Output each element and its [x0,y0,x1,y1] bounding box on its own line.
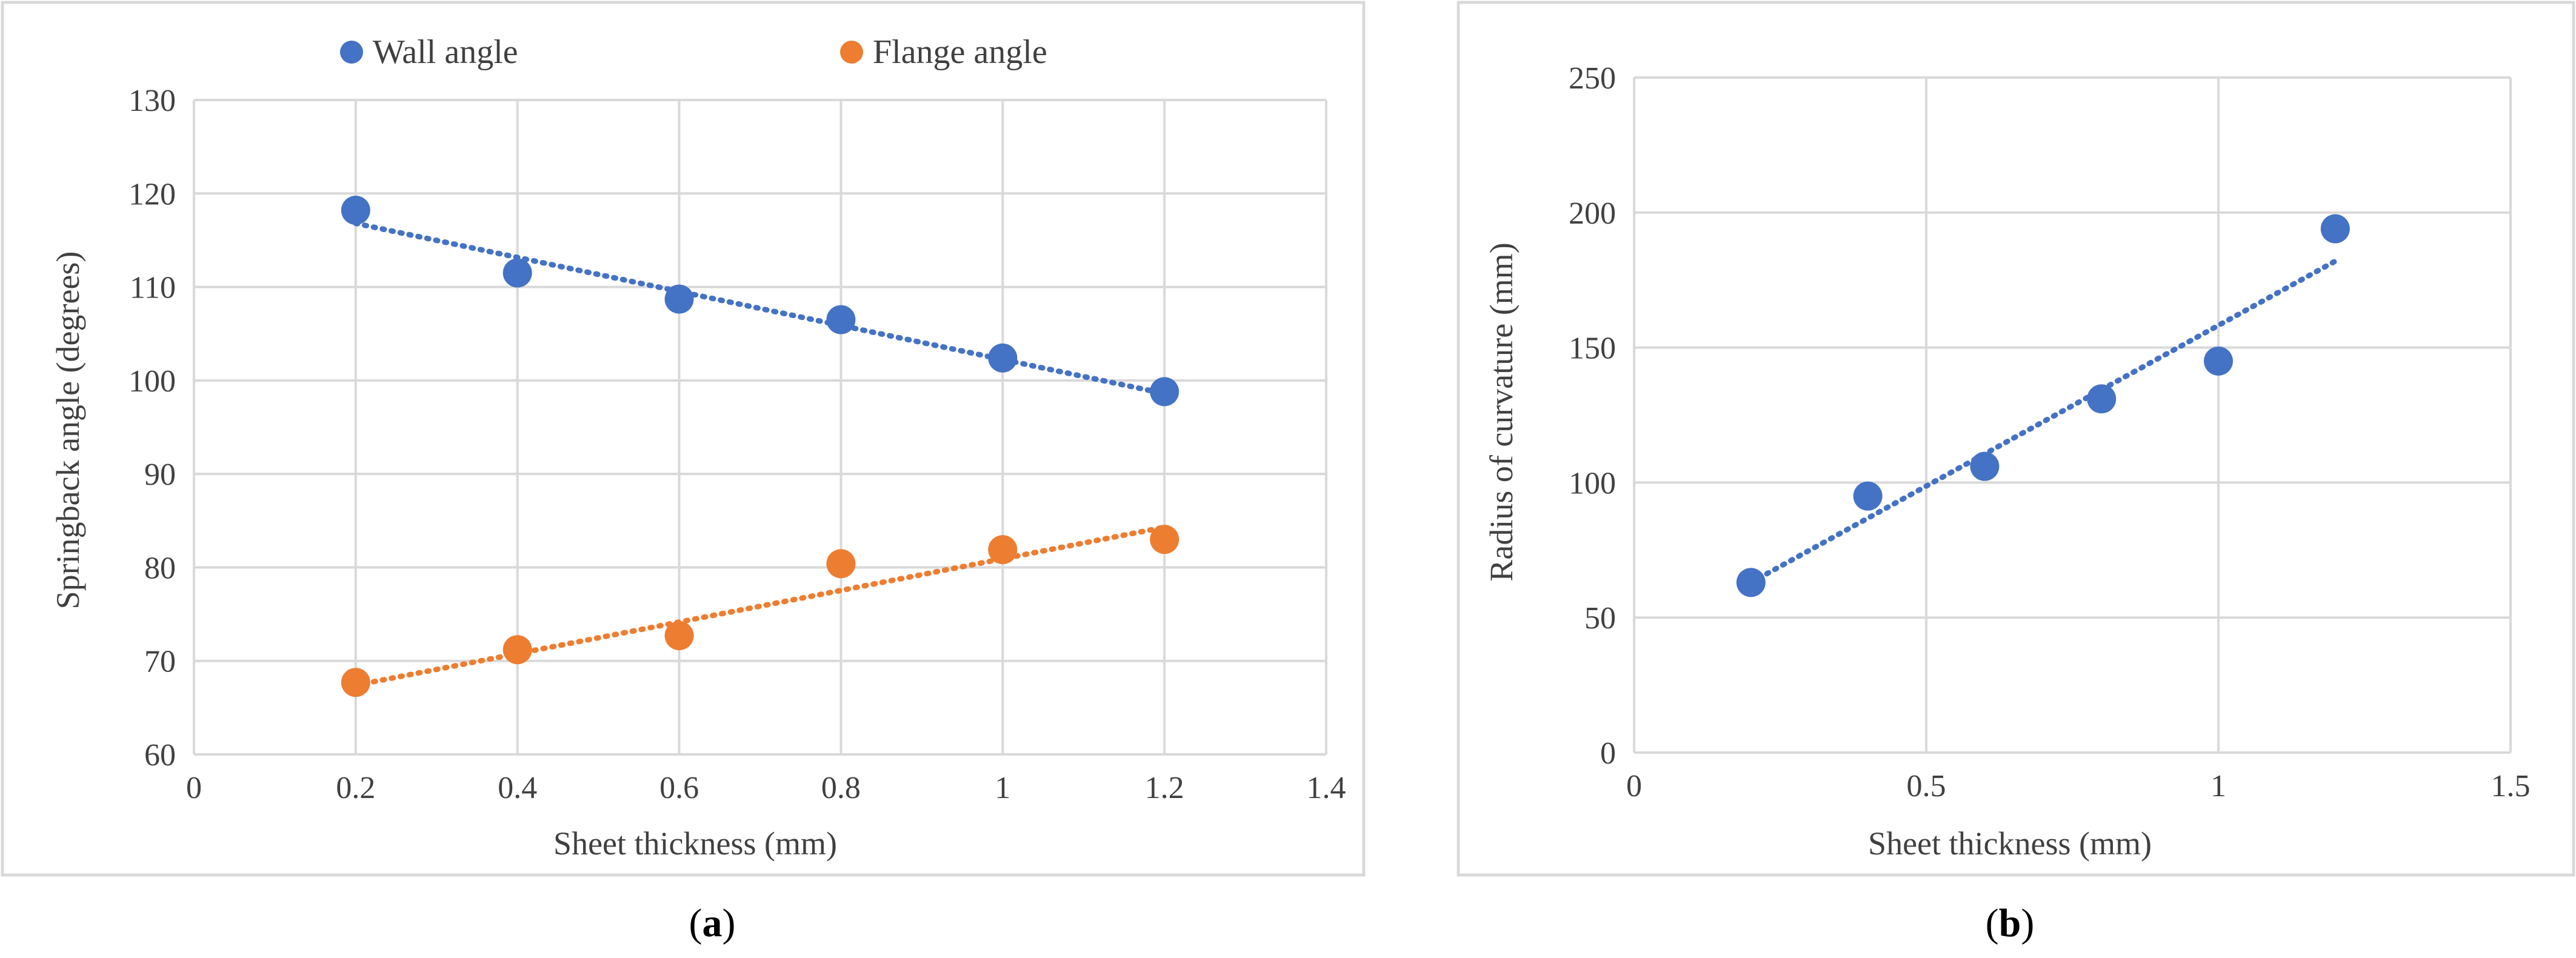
trendline-radius-of-curvature [1748,258,2338,585]
data-point-flange-angle[interactable] [502,635,532,665]
data-point-wall-angle[interactable] [1150,377,1180,407]
chart-a-gridlines [193,99,1327,756]
chart-a-y-tick-label: 110 [130,271,176,305]
chart-a-x-tick-label: 1 [995,771,1010,805]
data-point-wall-angle[interactable] [988,343,1018,373]
data-point-wall-angle[interactable] [826,305,856,334]
chart-a-x-tick-label: 0.8 [821,771,861,805]
data-point-radius-of-curvature[interactable] [2320,214,2350,244]
chart-b-x-axis-title: Sheet thickness (mm) [1868,825,2152,862]
chart-b-points [1736,214,2350,597]
data-point-wall-angle[interactable] [341,196,370,225]
data-point-flange-angle[interactable] [988,535,1018,565]
data-point-flange-angle[interactable] [664,621,694,651]
data-point-radius-of-curvature[interactable] [2087,384,2117,414]
chart-a-y-tick-label: 70 [144,645,176,679]
chart-b-x-tick-label: 1.5 [2491,769,2531,803]
panel-a-chart: 60 70 80 90 100 110 120 130 0 0.2 0.4 0.6 0.8 1 1.2 1.… [1,1,1366,877]
chart-a-x-tick-label: 1.2 [1145,771,1184,805]
legend-label-wall-angle: Wall angle [373,33,518,71]
legend-label-flange-angle: Flange angle [873,33,1047,71]
chart-a-y-tick-label: 120 [128,177,176,211]
data-point-radius-of-curvature[interactable] [1853,481,1883,511]
chart-a-points [341,196,1180,697]
chart-a-x-tick-label: 0.4 [498,771,537,805]
chart-a-trendlines [353,221,1167,688]
chart-a-x-tick-label: 0.2 [336,771,375,805]
data-point-flange-angle[interactable] [826,549,856,579]
chart-b-x-tick-label: 0 [1626,769,1642,803]
chart-a-y-tick-label: 100 [128,364,176,399]
chart-b-y-axis-title: Radius of curvature (mm) [1483,242,1520,581]
chart-a-y-tick-labels: 60 70 80 90 100 110 120 130 [128,84,176,773]
chart-b-y-tick-label: 250 [1569,61,1616,96]
chart-a-x-tick-label: 1.4 [1307,771,1346,805]
chart-a-y-tick-label: 60 [144,738,176,773]
panel-b-chart: 0 50 100 150 200 250 0 0.5 1 1.5 Sheet thickness… [1457,1,2575,877]
data-point-wall-angle[interactable] [502,258,532,288]
trendline-flange-angle [353,524,1167,688]
chart-a-y-tick-label: 130 [128,84,176,118]
chart-b-y-tick-label: 150 [1569,331,1616,366]
chart-b-x-tick-labels: 0 0.5 1 1.5 [1626,769,2531,803]
chart-a-legend[interactable]: Wall angle Flange angle [340,33,1047,71]
chart-b-y-tick-label: 0 [1600,736,1616,771]
chart-a-y-tick-label: 80 [144,551,176,585]
chart-a-y-axis-title: Springback angle (degrees) [50,251,86,610]
chart-b-trendlines [1748,258,2338,585]
chart-a-y-tick-label: 90 [144,457,176,492]
chart-a-x-tick-labels: 0 0.2 0.4 0.6 0.8 1 1.2 1.4 [186,771,1346,805]
legend-item-flange-angle[interactable]: Flange angle [840,33,1047,71]
data-point-wall-angle[interactable] [664,284,694,314]
trendline-wall-angle [353,221,1167,396]
legend-marker-wall-angle [340,41,363,64]
legend-marker-flange-angle [840,41,863,64]
data-point-radius-of-curvature[interactable] [1970,451,2000,481]
data-point-flange-angle[interactable] [341,668,370,697]
chart-b-y-tick-labels: 0 50 100 150 200 250 [1569,61,1616,771]
chart-a-x-tick-label: 0 [186,771,202,805]
chart-a-x-tick-label: 0.6 [659,771,699,805]
legend-item-wall-angle[interactable]: Wall angle [340,33,518,71]
chart-b-x-tick-label: 0.5 [1907,769,1946,803]
chart-b-y-tick-label: 200 [1569,196,1616,231]
data-point-flange-angle[interactable] [1150,525,1180,554]
caption-a: (a) [689,901,736,945]
chart-b-y-tick-label: 100 [1569,466,1616,501]
chart-a-x-axis-title: Sheet thickness (mm) [553,825,837,862]
chart-b-y-tick-label: 50 [1584,601,1616,636]
data-point-radius-of-curvature[interactable] [1736,568,1766,597]
chart-a-frame [1,1,1366,877]
chart-b-x-tick-label: 1 [2211,769,2226,803]
chart-b-gridlines [1633,76,2512,754]
data-point-radius-of-curvature[interactable] [2204,346,2233,376]
caption-b: (b) [1986,901,2035,945]
